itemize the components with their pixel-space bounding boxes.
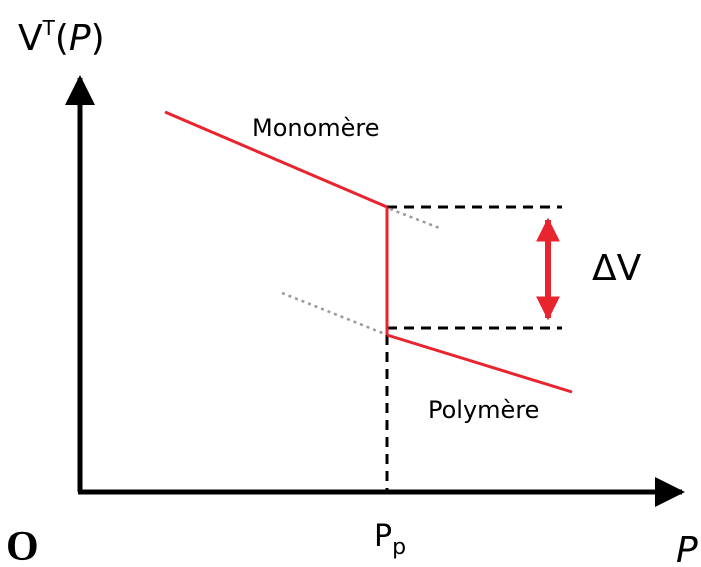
- monomer-extrapolation: [389, 207, 443, 231]
- transition-label: Pp: [374, 519, 406, 560]
- transition-base: P: [374, 519, 392, 554]
- y-label-base: V: [18, 18, 43, 59]
- y-label-open: (: [55, 18, 69, 59]
- x-axis-label: P: [676, 530, 698, 567]
- origin-label: O: [6, 524, 39, 567]
- y-label-var: P: [69, 18, 91, 59]
- y-axis-label: VT(P): [18, 16, 105, 59]
- delta-label: ΔV: [592, 248, 642, 289]
- monomer-label: Monomère: [252, 114, 380, 142]
- extrapolations: [281, 207, 443, 336]
- polymer-label: Polymère: [428, 396, 539, 424]
- y-label-sup: T: [42, 16, 56, 40]
- polymer-extrapolation: [281, 291, 386, 336]
- monomer-line: [164, 110, 388, 209]
- guides: [385, 205, 562, 490]
- polymer-line: [386, 333, 573, 394]
- y-label-close: ): [91, 18, 105, 59]
- transition-sub: p: [392, 535, 406, 560]
- curves: [164, 110, 573, 394]
